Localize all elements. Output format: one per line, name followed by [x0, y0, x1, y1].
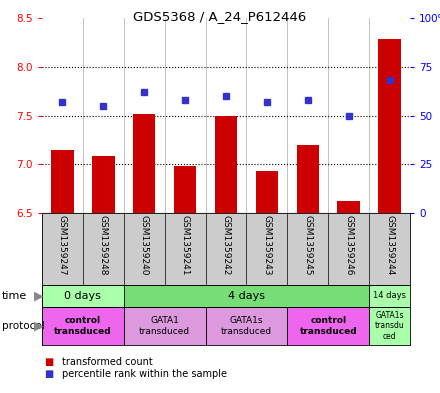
Bar [205, 307, 287, 345]
Bar [297, 145, 319, 213]
Bar [51, 150, 73, 213]
Text: GDS5368 / A_24_P612446: GDS5368 / A_24_P612446 [133, 10, 307, 23]
Bar [42, 285, 124, 307]
Text: GSM1359244: GSM1359244 [385, 215, 394, 275]
Bar [174, 166, 196, 213]
Text: protocol: protocol [2, 321, 45, 331]
Text: time: time [2, 291, 27, 301]
Text: 0 days: 0 days [64, 291, 101, 301]
Text: control
transduced: control transduced [54, 316, 112, 336]
Text: GSM1359242: GSM1359242 [221, 215, 231, 275]
Text: 4 days: 4 days [228, 291, 265, 301]
Text: GSM1359247: GSM1359247 [58, 215, 67, 275]
Text: GSM1359248: GSM1359248 [99, 215, 108, 275]
Text: GSM1359241: GSM1359241 [180, 215, 190, 275]
Text: GATA1s
transduced: GATA1s transduced [221, 316, 272, 336]
Bar [42, 307, 124, 345]
Bar [369, 285, 410, 307]
Bar [378, 39, 401, 213]
Bar [337, 201, 360, 213]
Text: GSM1359246: GSM1359246 [344, 215, 353, 275]
Text: GATA1
transduced: GATA1 transduced [139, 316, 190, 336]
Bar [369, 307, 410, 345]
Bar [287, 307, 369, 345]
Bar [256, 171, 278, 213]
Bar [124, 285, 369, 307]
Text: ▶: ▶ [34, 320, 44, 332]
Text: GSM1359245: GSM1359245 [303, 215, 312, 275]
Bar [133, 114, 155, 213]
Text: GSM1359240: GSM1359240 [140, 215, 149, 275]
Text: ■: ■ [44, 357, 53, 367]
Text: 14 days: 14 days [373, 292, 406, 301]
Bar [92, 156, 114, 213]
Text: ■: ■ [44, 369, 53, 379]
Text: percentile rank within the sample: percentile rank within the sample [62, 369, 227, 379]
Text: GSM1359243: GSM1359243 [262, 215, 271, 275]
Text: GATA1s
transdu
ced: GATA1s transdu ced [375, 311, 404, 341]
Bar [215, 116, 237, 213]
Text: ▶: ▶ [34, 290, 44, 303]
Bar [124, 307, 205, 345]
Text: control
transduced: control transduced [299, 316, 357, 336]
Text: transformed count: transformed count [62, 357, 152, 367]
